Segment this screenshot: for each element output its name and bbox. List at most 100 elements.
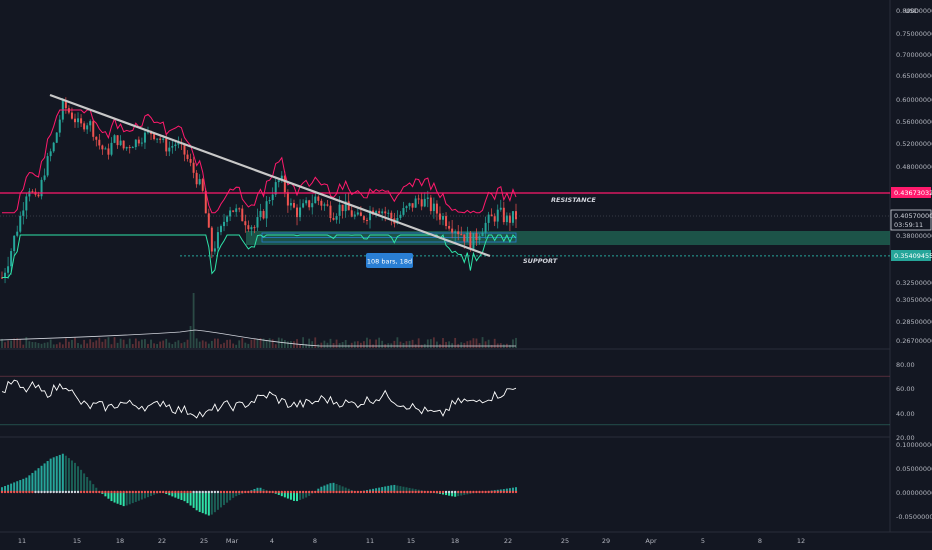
oscillator-zero-dot	[9, 490, 13, 494]
candle-body	[125, 147, 128, 149]
candle-body	[122, 140, 125, 149]
current-price-tag	[890, 209, 932, 231]
volume-bar	[445, 341, 447, 348]
oscillator-panel	[0, 453, 518, 516]
candle-body	[469, 232, 472, 249]
volume-bar	[104, 339, 107, 348]
candle-body	[323, 204, 326, 206]
candle-body	[213, 248, 216, 252]
candle-body	[420, 199, 423, 207]
candle-body	[201, 179, 204, 191]
volume-bar	[86, 343, 89, 348]
oscillator-bar	[113, 492, 116, 503]
oscillator-bar	[52, 457, 55, 492]
oscillator-zero-dot	[408, 490, 411, 494]
oscillator-zero-dot	[317, 490, 320, 494]
candle-body	[502, 207, 505, 223]
rsi-tick-label: 60.00	[896, 385, 915, 393]
candle-body	[37, 194, 40, 197]
candle-body	[128, 147, 131, 149]
volume-bar	[156, 344, 159, 348]
oscillator-bar	[192, 492, 195, 508]
oscillator-zero-dot	[101, 490, 104, 494]
candle-body	[402, 208, 405, 215]
volume-bar	[238, 340, 241, 348]
candle-body	[399, 214, 402, 218]
candle-body	[137, 139, 140, 144]
volume-bar	[299, 344, 301, 348]
oscillator-bar	[286, 492, 289, 499]
oscillator-zero-dot	[447, 490, 451, 494]
oscillator-bar	[326, 484, 329, 492]
oscillator-bar	[7, 484, 10, 492]
candle-body	[511, 211, 514, 223]
oscillator-bar	[70, 460, 73, 492]
oscillator-zero-dot	[414, 490, 417, 494]
oscillator-bar	[171, 492, 174, 497]
oscillator-zero-dot	[371, 490, 375, 494]
oscillator-zero-dot	[350, 490, 353, 494]
oscillator-bar	[302, 492, 305, 499]
volume-bar	[229, 339, 232, 348]
volume-bar	[19, 339, 22, 348]
time-axis[interactable]: 11 15 18 22 25 Mar 4 8 11 15 18 22 25 29 Apr 5 8 12	[18, 537, 805, 545]
oscillator-bar	[207, 492, 210, 516]
oscillator-zero-dot	[82, 490, 86, 494]
current-price-label: 0.40570000	[894, 212, 932, 220]
oscillator-zero-dot	[423, 490, 426, 494]
oscillator-zero-dot	[438, 490, 442, 494]
oscillator-zero-dot	[76, 490, 80, 494]
oscillator-zero-dot	[219, 490, 223, 494]
candle-body	[28, 191, 31, 197]
oscillator-zero-dot	[92, 490, 95, 494]
volume-bar	[396, 337, 399, 348]
oscillator-zero-dot	[119, 490, 122, 494]
oscillator-zero-dot	[228, 490, 232, 494]
volume-bar	[481, 337, 484, 348]
candle-body	[369, 210, 372, 221]
oscillator-bar	[122, 492, 125, 507]
volume-bar	[329, 338, 332, 348]
oscillator-zero-dot	[444, 490, 448, 494]
candle-body	[329, 205, 332, 219]
volume-bar	[204, 341, 207, 348]
candle-body	[165, 138, 168, 152]
candle-body	[238, 208, 241, 210]
price-axis[interactable]: 0.80000000 0.75000000 0.70000000 0.65000000…	[896, 7, 932, 345]
candle-body	[375, 211, 378, 215]
oscillator-bar	[186, 492, 189, 504]
oscillator-bar	[95, 487, 98, 492]
volume-bar	[220, 344, 222, 348]
volume-bar	[43, 342, 46, 348]
volume-bar	[58, 342, 61, 348]
oscillator-zero-dot	[55, 490, 58, 494]
candle-body	[40, 179, 43, 197]
candle-body	[192, 162, 195, 173]
oscillator-bar	[238, 492, 241, 495]
candle-body	[289, 203, 292, 206]
oscillator-bar	[235, 492, 238, 497]
candle-body	[508, 215, 511, 223]
oscillator-tick-label: 0.00000000	[896, 489, 932, 497]
oscillator-bar	[408, 487, 411, 492]
volume-bar	[119, 338, 122, 348]
oscillator-zero-dot	[64, 490, 68, 494]
price-tick-label: 0.26700000	[896, 337, 932, 345]
candle-body	[353, 214, 356, 217]
oscillator-zero-dot	[347, 490, 350, 494]
oscillator-zero-dot	[508, 490, 512, 494]
candle-body	[262, 211, 265, 219]
oscillator-zero-dot	[207, 490, 211, 494]
oscillator-zero-dot	[307, 490, 311, 494]
oscillator-bar	[183, 492, 186, 502]
candle-body	[198, 179, 201, 185]
candle-body	[92, 121, 95, 137]
oscillator-zero-dot	[304, 490, 308, 494]
candle-body	[490, 214, 493, 217]
oscillator-zero-dot	[22, 490, 25, 494]
volume-bar	[64, 338, 67, 348]
oscillator-zero-dot	[113, 490, 116, 494]
candle-body	[472, 233, 475, 249]
volume-bar	[22, 344, 25, 348]
